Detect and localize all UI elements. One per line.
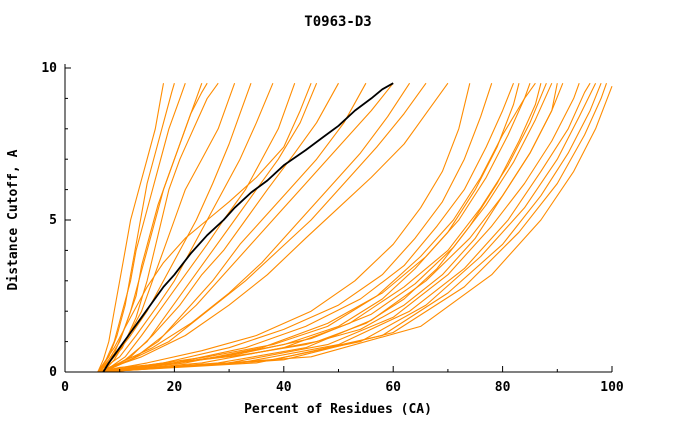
curve-model-08 <box>97 83 252 373</box>
curve-model-35 <box>103 86 613 373</box>
curve-model-16 <box>97 82 411 373</box>
x-tick-label: 0 <box>61 380 69 395</box>
curve-model-23 <box>97 83 531 373</box>
curve-model-31 <box>97 82 591 373</box>
curve-model-34 <box>103 83 608 373</box>
curve-model-29 <box>97 82 564 373</box>
x-axis-label: Percent of Residues (CA) <box>244 402 432 417</box>
y-axis-label: Distance Cutoff, A <box>6 149 21 290</box>
curve-model-21 <box>97 82 515 373</box>
x-tick-label: 40 <box>276 380 292 395</box>
curve-model-30 <box>97 83 580 373</box>
curve-model-01 <box>97 83 165 373</box>
curve-model-09 <box>97 82 274 373</box>
curve-model-27 <box>97 82 553 373</box>
curve-model-19 <box>97 83 471 373</box>
curve-model-13 <box>103 82 339 373</box>
curve-model-17 <box>97 82 427 373</box>
curve-highlighted-model <box>102 82 394 373</box>
ticks-group <box>64 67 613 373</box>
curve-model-15 <box>103 82 394 373</box>
tick-labels-group: 0 20 40 60 80 100 0 5 10 <box>41 61 624 395</box>
curves-group <box>97 82 613 373</box>
y-tick-label: 10 <box>41 61 57 76</box>
curve-model-03 <box>97 83 186 373</box>
curve-model-18 <box>97 82 449 373</box>
x-tick-label: 100 <box>600 380 624 395</box>
curve-model-14 <box>103 82 367 373</box>
x-tick-label: 60 <box>385 380 401 395</box>
x-tick-label: 20 <box>167 380 183 395</box>
curve-model-24 <box>97 82 536 373</box>
curve-model-02 <box>97 83 175 373</box>
y-tick-label: 5 <box>49 213 57 228</box>
curve-model-20 <box>97 83 493 373</box>
curve-model-10 <box>102 83 296 373</box>
y-tick-label: 0 <box>49 365 57 380</box>
curve-model-11 <box>97 82 312 373</box>
chart-title: T0963-D3 <box>304 14 371 30</box>
x-tick-label: 80 <box>495 380 511 395</box>
curve-model-33 <box>103 82 602 373</box>
